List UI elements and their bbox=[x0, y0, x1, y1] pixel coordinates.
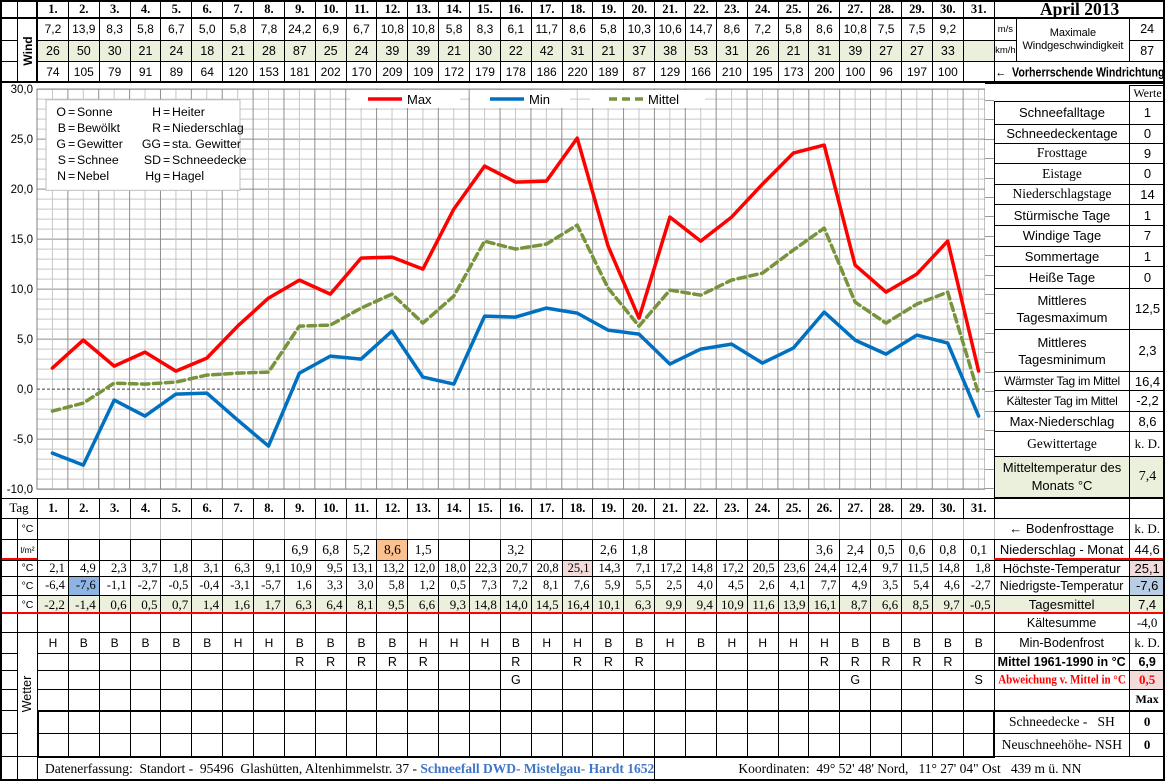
svg-text:20,0: 20,0 bbox=[11, 184, 33, 196]
svg-text:=: = bbox=[163, 121, 170, 135]
svg-text:SD: SD bbox=[144, 153, 161, 167]
svg-text:30,0: 30,0 bbox=[11, 84, 33, 96]
svg-text:H: H bbox=[152, 105, 161, 119]
svg-text:GG: GG bbox=[142, 137, 161, 151]
svg-text:=: = bbox=[163, 137, 170, 151]
svg-text:=: = bbox=[68, 137, 75, 151]
svg-text:Gewitter: Gewitter bbox=[77, 137, 123, 151]
svg-text:Hagel: Hagel bbox=[172, 169, 204, 183]
svg-text:Niederschlag: Niederschlag bbox=[172, 121, 244, 135]
svg-text:-10,0: -10,0 bbox=[7, 484, 33, 496]
svg-text:Schneedecke: Schneedecke bbox=[172, 153, 247, 167]
svg-text:0,0: 0,0 bbox=[17, 384, 33, 396]
svg-text:Mittel: Mittel bbox=[648, 92, 679, 107]
svg-text:Bewölkt: Bewölkt bbox=[77, 121, 121, 135]
svg-text:Schnee: Schnee bbox=[77, 153, 119, 167]
svg-text:R: R bbox=[152, 121, 161, 135]
svg-text:sta. Gewitter: sta. Gewitter bbox=[172, 137, 241, 151]
svg-text:Nebel: Nebel bbox=[77, 169, 109, 183]
svg-text:25,0: 25,0 bbox=[11, 134, 33, 146]
svg-text:5,0: 5,0 bbox=[17, 334, 33, 346]
svg-text:Hg: Hg bbox=[145, 169, 161, 183]
svg-text:S: S bbox=[58, 153, 66, 167]
svg-text:=: = bbox=[68, 121, 75, 135]
svg-text:-5,0: -5,0 bbox=[13, 434, 33, 446]
svg-text:=: = bbox=[163, 105, 170, 119]
svg-text:=: = bbox=[68, 105, 75, 119]
svg-text:Min: Min bbox=[529, 92, 550, 107]
svg-text:O: O bbox=[56, 105, 66, 119]
svg-text:G: G bbox=[56, 137, 66, 151]
svg-text:Max: Max bbox=[407, 92, 432, 107]
svg-text:B: B bbox=[58, 121, 66, 135]
svg-text:Sonne: Sonne bbox=[77, 105, 113, 119]
svg-text:=: = bbox=[68, 169, 75, 183]
svg-text:N: N bbox=[57, 169, 66, 183]
svg-text:Heiter: Heiter bbox=[172, 105, 205, 119]
svg-text:=: = bbox=[68, 153, 75, 167]
svg-text:=: = bbox=[163, 169, 170, 183]
svg-text:=: = bbox=[163, 153, 170, 167]
svg-text:10,0: 10,0 bbox=[11, 284, 33, 296]
svg-text:15,0: 15,0 bbox=[11, 234, 33, 246]
